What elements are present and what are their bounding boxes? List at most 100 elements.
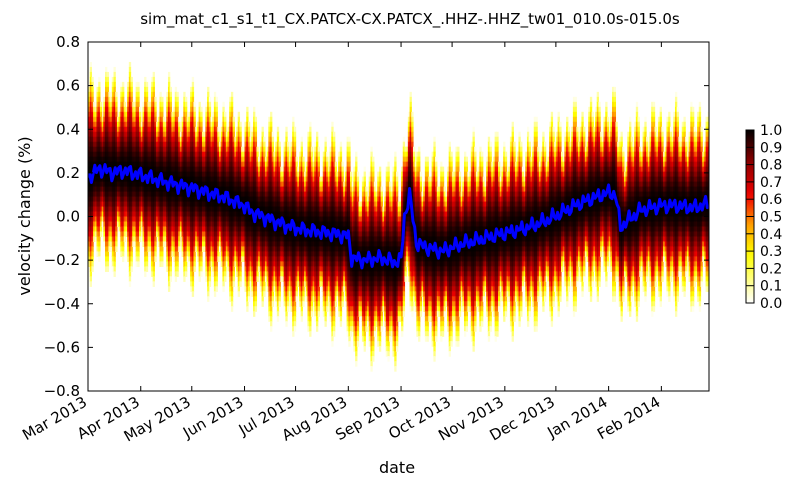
colorbar-tick-label: 0.0 <box>760 296 782 312</box>
heatmap-column <box>251 126 254 297</box>
heatmap-column <box>367 196 370 327</box>
heatmap-column <box>606 116 610 272</box>
heatmap-column <box>368 171 372 347</box>
heatmap-column <box>130 76 133 272</box>
heatmap-column <box>273 151 276 292</box>
heatmap-column <box>579 121 582 282</box>
heatmap-column <box>703 141 707 267</box>
y-axis: −0.8 −0.6 −0.4 −0.2 0.0 0.2 0.4 0.6 0.8 <box>44 33 709 400</box>
x-tick-label: Jun 2013 <box>179 393 246 442</box>
y-tick-label: 0.2 <box>56 164 80 182</box>
heatmap-column <box>304 171 307 287</box>
heatmap-column <box>511 121 514 342</box>
heatmap-column <box>164 116 167 248</box>
heatmap-column <box>309 121 312 337</box>
heatmap-column <box>644 116 647 302</box>
heatmap-column <box>448 141 451 357</box>
heatmap-column <box>229 96 232 302</box>
colorbar-tick-label: 0.3 <box>760 244 782 260</box>
heatmap-column <box>157 111 161 248</box>
heatmap-column <box>111 76 115 272</box>
heatmap-column <box>445 191 448 307</box>
heatmap-column <box>237 111 241 297</box>
heatmap-column <box>515 161 518 302</box>
heatmap-column <box>232 116 235 287</box>
heatmap-column <box>535 116 538 332</box>
heatmap-column <box>705 116 708 292</box>
colorbar-tick-label: 0.7 <box>760 175 782 191</box>
heatmap-column <box>513 141 516 322</box>
velocity-change-line <box>88 163 709 270</box>
y-tick-label: −0.2 <box>44 251 80 269</box>
heatmap-column <box>470 141 474 342</box>
heatmap-column <box>377 171 380 347</box>
heatmap-column <box>384 191 387 327</box>
heatmap-column <box>668 111 671 302</box>
heatmap-column <box>571 126 574 292</box>
heatmap-column <box>373 181 377 337</box>
heatmap-column <box>574 96 577 312</box>
heatmap-column <box>88 86 91 267</box>
heatmap-column <box>401 166 404 337</box>
heatmap-column <box>610 111 613 272</box>
y-tick-label: 0.4 <box>56 120 80 138</box>
heatmap-column <box>605 101 608 287</box>
heatmap-column <box>370 146 373 372</box>
heatmap-column <box>159 91 162 267</box>
heatmap-column <box>195 126 198 252</box>
y-tick-label: −0.4 <box>44 295 80 313</box>
heatmap-column <box>465 156 469 332</box>
heatmap-column <box>106 71 110 272</box>
heatmap-column <box>281 166 285 282</box>
heatmap-column <box>169 86 172 282</box>
colorbar-tick-label: 0.8 <box>760 158 782 174</box>
y-tick-label: 0.8 <box>56 33 80 51</box>
heatmap-column <box>184 96 188 277</box>
heatmap-column <box>462 176 465 312</box>
heatmap-column <box>608 131 611 257</box>
heatmap-column <box>429 176 433 322</box>
heatmap-column <box>572 96 576 317</box>
heatmap-column <box>222 101 225 292</box>
heatmap-column <box>219 141 222 252</box>
heatmap-column <box>630 136 634 302</box>
heatmap-column <box>613 86 617 302</box>
colorbar-tick-label: 0.1 <box>760 279 782 295</box>
heatmap-column <box>198 101 201 282</box>
heatmap-column <box>494 131 497 342</box>
y-axis-label: velocity change (%) <box>15 136 34 295</box>
heatmap-column <box>467 171 470 312</box>
heatmap-column <box>569 141 572 277</box>
colorbar: 0.00.1 0.20.30.40.5 0.60.70.8 0.91.0 <box>745 123 782 312</box>
heatmap-column <box>254 116 258 312</box>
heatmap-column <box>669 126 673 282</box>
heatmap-column <box>395 171 399 352</box>
heatmap-column <box>642 126 645 292</box>
heatmap-column <box>239 121 242 287</box>
heatmap-column <box>450 151 453 347</box>
heatmap-column <box>140 121 144 228</box>
heatmap-column <box>190 86 193 292</box>
heatmap-column <box>492 156 496 317</box>
heatmap-column <box>550 111 554 327</box>
heatmap-column <box>154 96 157 262</box>
heatmap-column <box>139 106 142 243</box>
heatmap-column <box>581 111 584 297</box>
heatmap-column <box>457 146 460 347</box>
heatmap-column <box>518 131 521 327</box>
heatmap-column <box>183 91 186 282</box>
heatmap-column <box>555 131 559 302</box>
heatmap-column <box>549 121 552 317</box>
heatmap-column <box>344 166 348 307</box>
heatmap-column <box>469 171 472 312</box>
heatmap-column <box>496 131 499 337</box>
heatmap-column <box>664 141 668 267</box>
heatmap-column <box>593 126 596 272</box>
heatmap-column <box>423 181 426 312</box>
heatmap-column <box>220 121 224 267</box>
heatmap-column <box>390 186 394 337</box>
heatmap-column <box>530 156 533 297</box>
y-tick-label: 0.6 <box>56 77 80 95</box>
heatmap-column <box>263 136 266 297</box>
heatmap-column <box>115 91 118 252</box>
